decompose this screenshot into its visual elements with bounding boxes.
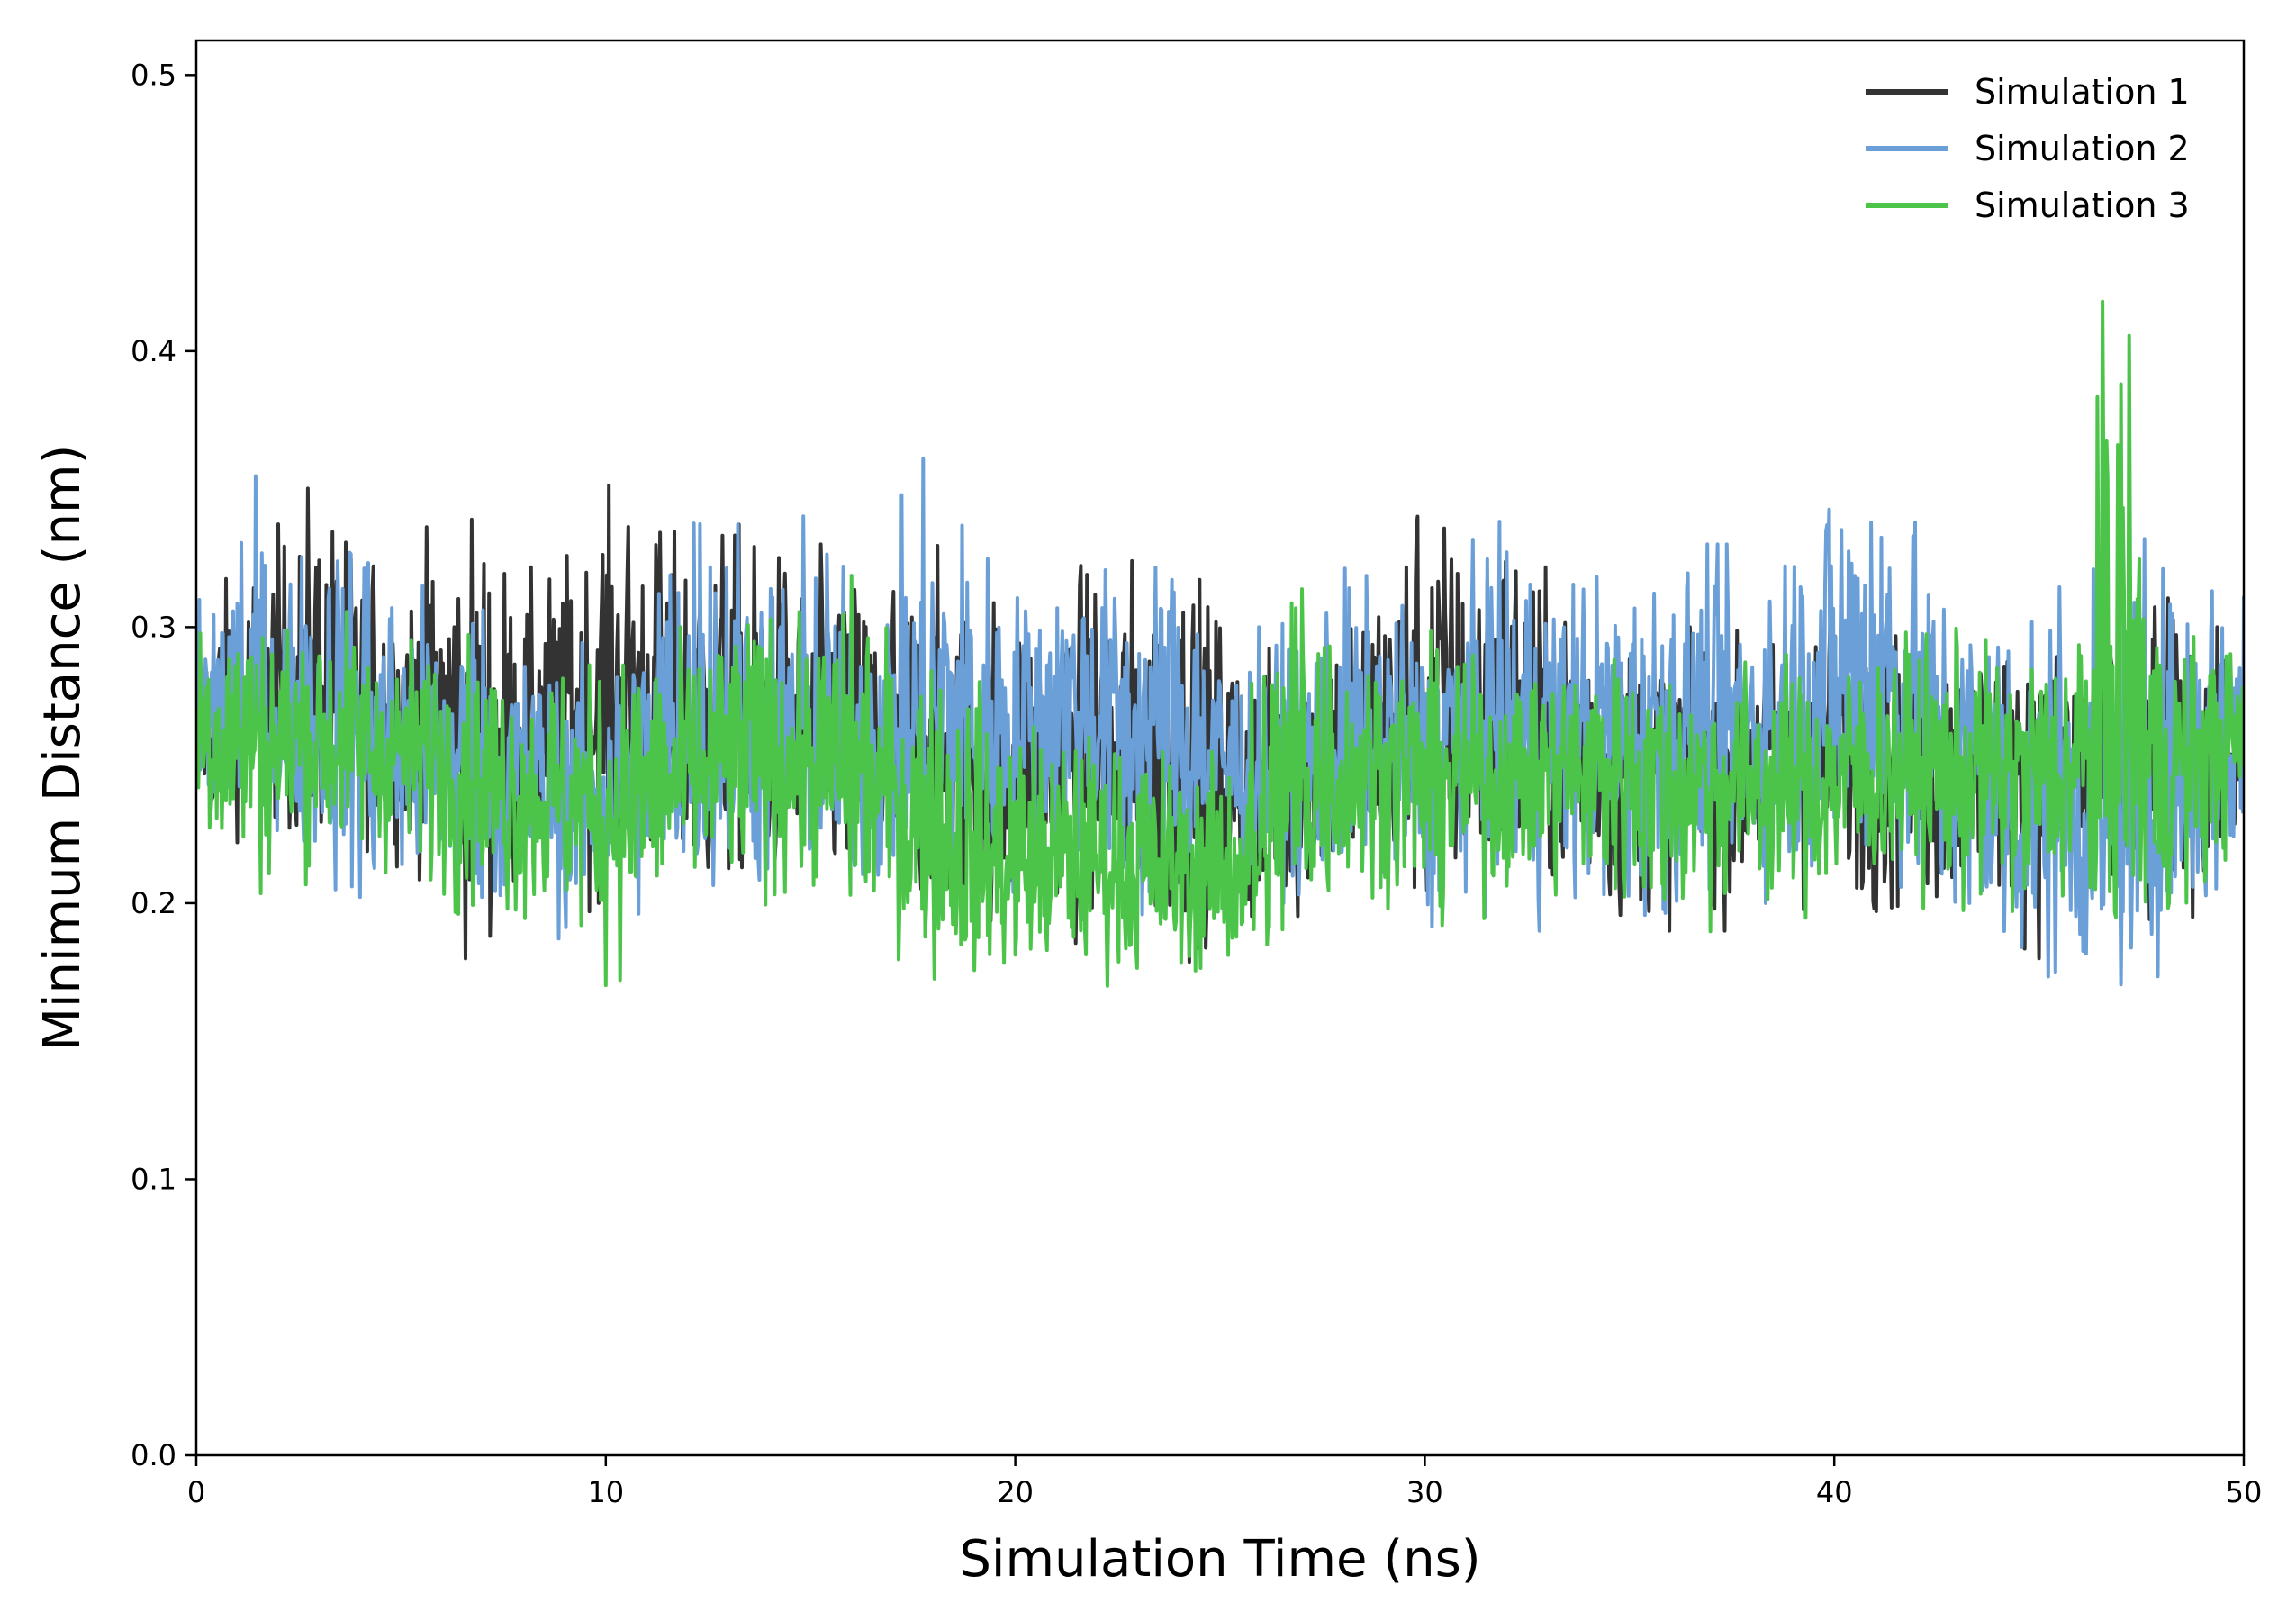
legend-item: Simulation 1 [1866, 72, 2190, 112]
x-tick-label: 20 [997, 1475, 1034, 1509]
legend-label: Simulation 1 [1975, 72, 2190, 112]
x-axis: 0 10 20 30 40 50 [187, 1455, 2263, 1509]
x-axis-label: Simulation Time (ns) [959, 1530, 1480, 1589]
legend-item: Simulation 2 [1866, 129, 2190, 168]
legend-label: Simulation 2 [1975, 129, 2190, 168]
x-tick-label: 50 [2226, 1475, 2263, 1509]
y-axis: 0.0 0.1 0.2 0.3 0.4 0.5 [131, 58, 196, 1472]
x-tick-label: 40 [1816, 1475, 1853, 1509]
y-tick-label: 0.0 [131, 1438, 176, 1472]
y-tick-label: 0.2 [131, 886, 176, 920]
x-tick-label: 0 [187, 1475, 205, 1509]
y-tick-label: 0.5 [131, 58, 176, 92]
y-tick-label: 0.1 [131, 1162, 176, 1196]
x-tick-label: 10 [587, 1475, 624, 1509]
plot-lines [196, 299, 2244, 988]
series-line-3 [196, 299, 2244, 988]
legend: Simulation 1 Simulation 2 Simulation 3 [1866, 72, 2190, 225]
series-line-2 [196, 457, 2244, 987]
legend-label: Simulation 3 [1975, 186, 2190, 225]
y-tick-label: 0.3 [131, 610, 176, 644]
y-tick-label: 0.4 [131, 334, 176, 368]
x-tick-label: 30 [1406, 1475, 1443, 1509]
legend-item: Simulation 3 [1866, 186, 2190, 225]
y-axis-label: Minimum Distance (nm) [33, 445, 92, 1052]
plot-frame [194, 39, 2246, 1457]
